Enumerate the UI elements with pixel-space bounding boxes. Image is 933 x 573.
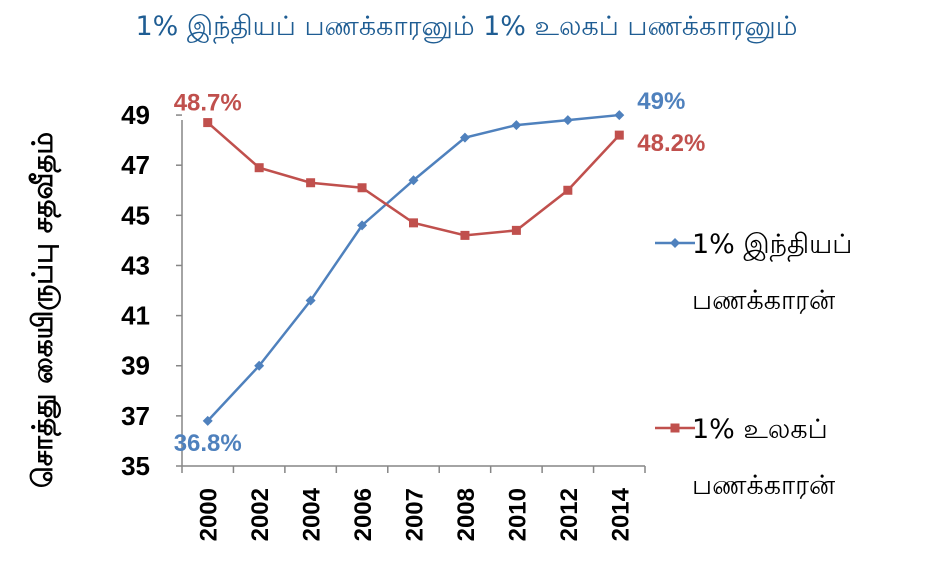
- data-point: [562, 115, 573, 126]
- legend-label-line1: 1% இந்தியப்: [692, 229, 852, 262]
- series-group: 36.8% 49% 48.7% 48.2%: [174, 88, 706, 457]
- x-ticks: 2000 2002 2004 2006 2007 2008 2010 2012 2014: [181, 466, 646, 541]
- x-tick-label: 2004: [299, 487, 326, 541]
- data-point: [409, 218, 418, 228]
- data-point: [459, 132, 470, 143]
- chart-title: 1% இந்தியப் பணக்காரனும் 1% உலகப் பணக்கார…: [135, 11, 798, 42]
- legend-label-line1: 1% உலகப்: [692, 414, 828, 445]
- x-tick-label: 2008: [453, 488, 480, 541]
- data-point: [511, 120, 522, 131]
- y-tick-label: 41: [121, 301, 150, 331]
- legend-item-2: 1% உலகப் பணக்காரன்: [655, 414, 835, 501]
- series-1: 36.8% 49%: [174, 88, 686, 457]
- data-point: [254, 360, 265, 371]
- series-line: [206, 113, 620, 422]
- data-label: 49%: [637, 88, 685, 115]
- y-tick-label: 47: [121, 150, 150, 180]
- data-point: [511, 225, 521, 235]
- x-tick-label: 2000: [196, 488, 223, 541]
- data-point: [460, 230, 470, 240]
- legend-label-line2: பணக்காரன்: [692, 470, 835, 501]
- y-tick-label: 35: [121, 451, 150, 481]
- data-point: [614, 130, 624, 140]
- y-tick-label: 39: [121, 351, 150, 381]
- data-label: 48.2%: [637, 130, 705, 157]
- x-tick-label: 2010: [504, 488, 531, 541]
- legend-item-1: 1% இந்தியப் பணக்காரன்: [655, 229, 852, 316]
- data-point: [563, 185, 573, 195]
- x-tick-label: 2002: [247, 488, 274, 541]
- data-point: [305, 295, 316, 306]
- chart-axes: [181, 120, 645, 467]
- series-2: 48.7% 48.2%: [174, 90, 705, 240]
- x-tick-label: 2007: [402, 488, 429, 541]
- legend-marker: [670, 238, 680, 248]
- data-point: [357, 220, 368, 231]
- data-point: [614, 110, 625, 121]
- data-point: [357, 183, 367, 193]
- y-axis-label: சொத்து கையிருப்பு சதவீதம்: [26, 132, 62, 488]
- data-point: [254, 163, 264, 173]
- y-ticks: 35 37 39 41 43 45 47 49: [121, 100, 182, 481]
- y-tick-label: 37: [121, 401, 150, 431]
- data-point: [203, 118, 213, 128]
- y-tick-label: 43: [121, 250, 150, 280]
- y-tick-label: 45: [121, 200, 150, 230]
- data-point: [408, 175, 419, 186]
- legend: 1% இந்தியப் பணக்காரன் 1% உலகப் பணக்காரன்: [655, 229, 852, 501]
- data-point: [306, 178, 316, 188]
- legend-marker: [670, 423, 680, 433]
- y-tick-label: 49: [121, 100, 150, 130]
- x-tick-label: 2006: [350, 488, 377, 541]
- x-tick-label: 2014: [607, 487, 634, 541]
- data-point: [202, 415, 213, 426]
- x-tick-label: 2012: [556, 488, 583, 541]
- legend-label-line2: பணக்காரன்: [692, 285, 835, 316]
- data-label: 36.8%: [174, 430, 242, 457]
- data-label: 48.7%: [174, 90, 242, 117]
